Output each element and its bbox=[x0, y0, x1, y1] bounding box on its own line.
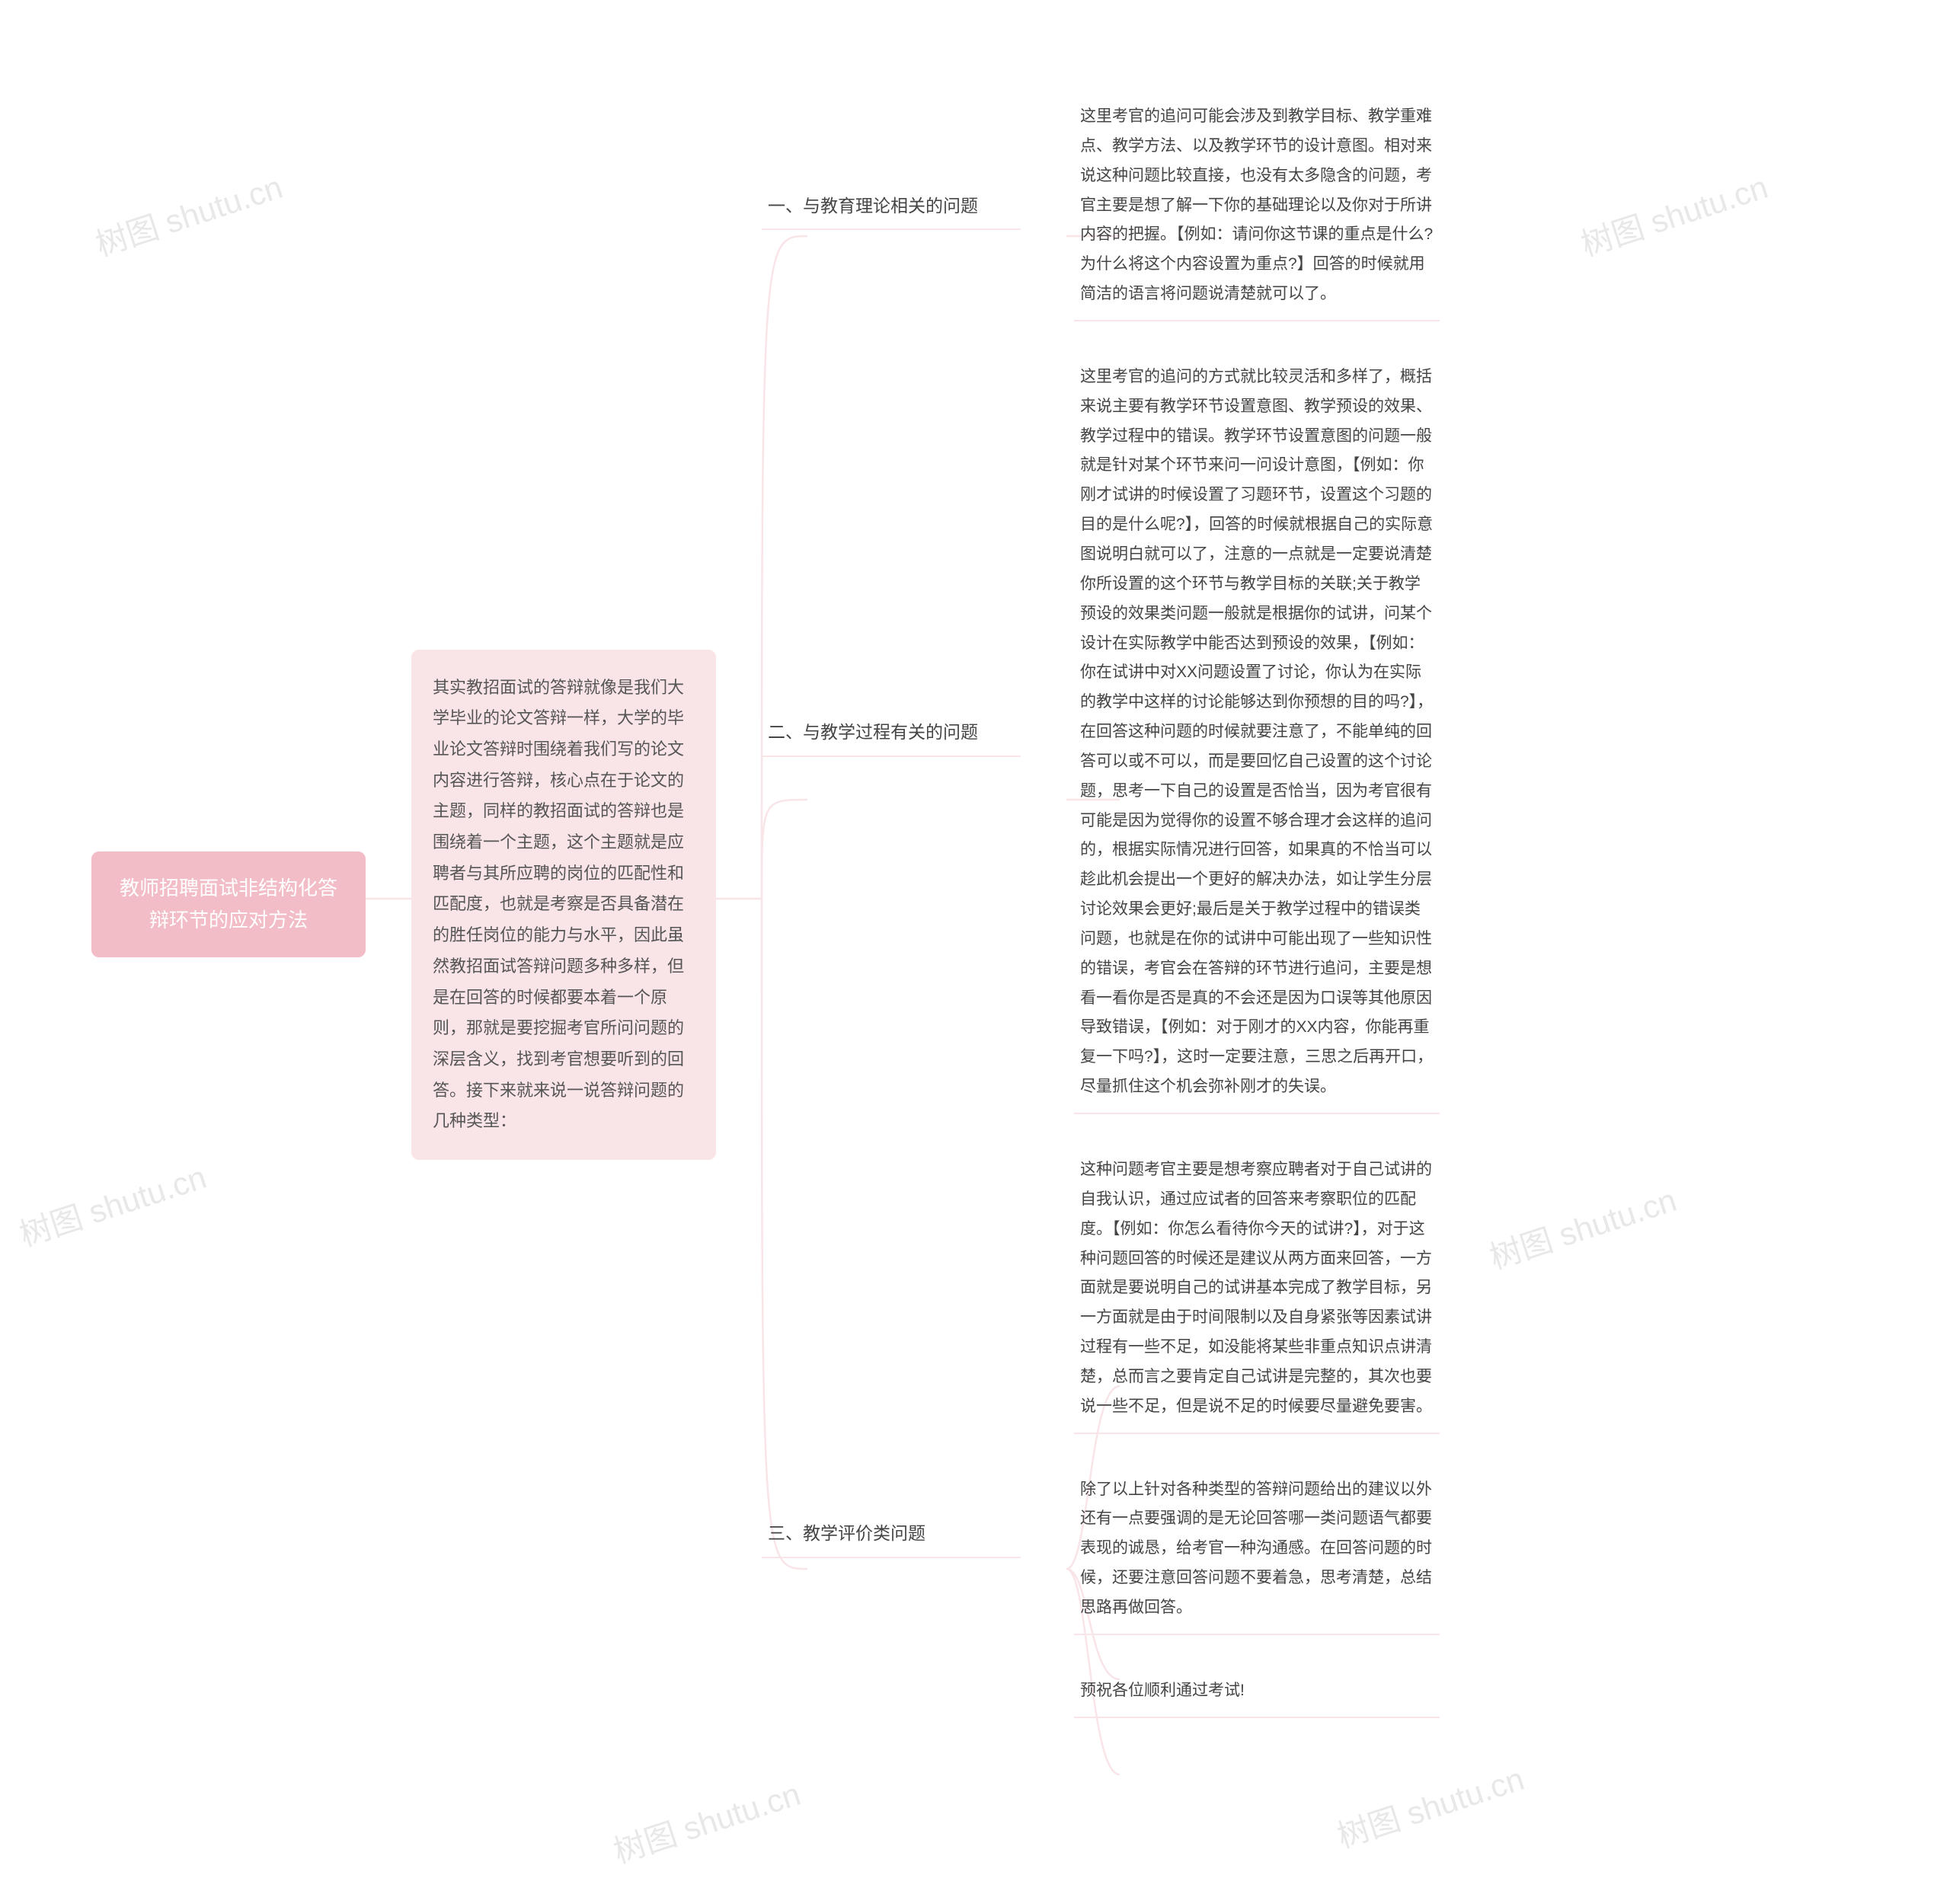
branch-1: 一、与教育理论相关的问题 这里考官的追问可能会涉及到教学目标、教学重难点、教学方… bbox=[762, 91, 1440, 321]
branch-3: 三、教学评价类问题 这种问题考官主要是想考察应聘者对于自己试讲的自我认识，通过应… bbox=[762, 1145, 1440, 1718]
intro-node[interactable]: 其实教招面试的答辩就像是我们大学毕业的论文答辩一样，大学的毕业论文答辩时围绕着我… bbox=[411, 650, 716, 1160]
leaf-node[interactable]: 这里考官的追问的方式就比较灵活和多样了，概括来说主要有教学环节设置意图、教学预设… bbox=[1074, 352, 1440, 1114]
mindmap-container: 教师招聘面试非结构化答辩环节的应对方法 其实教招面试的答辩就像是我们大学毕业的论… bbox=[91, 91, 1440, 1718]
root-text: 教师招聘面试非结构化答辩环节的应对方法 bbox=[120, 877, 337, 931]
leaves-3: 这种问题考官主要是想考察应聘者对于自己试讲的自我认识，通过应试者的回答来考察职位… bbox=[1074, 1145, 1440, 1718]
leaf-node[interactable]: 这种问题考官主要是想考察应聘者对于自己试讲的自我认识，通过应试者的回答来考察职位… bbox=[1074, 1145, 1440, 1434]
category-node-3[interactable]: 三、教学评价类问题 bbox=[762, 1510, 1021, 1558]
branches-container: 一、与教育理论相关的问题 这里考官的追问可能会涉及到教学目标、教学重难点、教学方… bbox=[762, 91, 1440, 1718]
intro-text: 其实教招面试的答辩就像是我们大学毕业的论文答辩一样，大学的毕业论文答辩时围绕着我… bbox=[433, 678, 684, 1131]
leaf-text: 这里考官的追问可能会涉及到教学目标、教学重难点、教学方法、以及教学环节的设计意图… bbox=[1080, 107, 1433, 302]
leaf-node[interactable]: 这里考官的追问可能会涉及到教学目标、教学重难点、教学方法、以及教学环节的设计意图… bbox=[1074, 91, 1440, 321]
watermark: 树图 shutu.cn bbox=[1483, 1174, 1682, 1279]
category-label: 三、教学评价类问题 bbox=[768, 1523, 925, 1543]
watermark: 树图 shutu.cn bbox=[1574, 161, 1773, 266]
watermark: 树图 shutu.cn bbox=[607, 1768, 806, 1873]
category-node-1[interactable]: 一、与教育理论相关的问题 bbox=[762, 183, 1021, 231]
leaf-text: 预祝各位顺利通过考试! bbox=[1080, 1682, 1245, 1699]
leaf-node[interactable]: 预祝各位顺利通过考试! bbox=[1074, 1666, 1440, 1718]
leaf-node[interactable]: 除了以上针对各种类型的答辩问题给出的建议以外还有一点要强调的是无论回答哪一类问题… bbox=[1074, 1465, 1440, 1635]
category-node-2[interactable]: 二、与教学过程有关的问题 bbox=[762, 709, 1021, 757]
leaf-text: 除了以上针对各种类型的答辩问题给出的建议以外还有一点要强调的是无论回答哪一类问题… bbox=[1080, 1481, 1432, 1616]
leaf-text: 这种问题考官主要是想考察应聘者对于自己试讲的自我认识，通过应试者的回答来考察职位… bbox=[1080, 1161, 1432, 1415]
watermark: 树图 shutu.cn bbox=[1331, 1753, 1530, 1858]
root-node[interactable]: 教师招聘面试非结构化答辩环节的应对方法 bbox=[91, 851, 366, 957]
category-label: 一、与教育理论相关的问题 bbox=[768, 196, 978, 216]
leaf-text: 这里考官的追问的方式就比较灵活和多样了，概括来说主要有教学环节设置意图、教学预设… bbox=[1080, 368, 1433, 1095]
category-label: 二、与教学过程有关的问题 bbox=[768, 722, 978, 742]
leaves-1: 这里考官的追问可能会涉及到教学目标、教学重难点、教学方法、以及教学环节的设计意图… bbox=[1074, 91, 1440, 321]
leaves-2: 这里考官的追问的方式就比较灵活和多样了，概括来说主要有教学环节设置意图、教学预设… bbox=[1074, 352, 1440, 1114]
branch-2: 二、与教学过程有关的问题 这里考官的追问的方式就比较灵活和多样了，概括来说主要有… bbox=[762, 352, 1440, 1114]
